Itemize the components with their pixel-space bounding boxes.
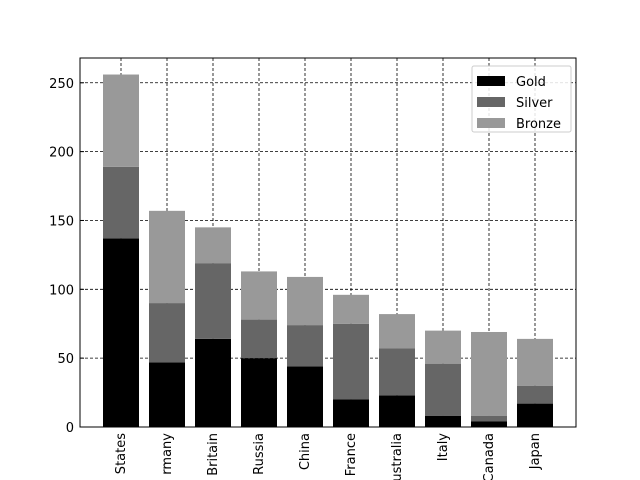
bars <box>103 74 553 427</box>
y-tick-label: 0 <box>66 421 74 436</box>
bar-bronze-8 <box>471 331 507 416</box>
x-tick-label: ustralia <box>390 433 405 480</box>
bar-bronze-7 <box>425 330 461 364</box>
y-tick-label: 200 <box>49 146 74 161</box>
bar-gold-0 <box>103 238 139 427</box>
bar-bronze-4 <box>287 276 323 326</box>
bar-silver-5 <box>333 323 369 400</box>
y-axis: 0 50 100 150 200 250 <box>49 77 84 436</box>
legend-swatch-gold <box>477 76 505 86</box>
legend-label-bronze: Bronze <box>516 117 561 132</box>
bar-silver-9 <box>517 385 553 404</box>
legend-swatch-silver <box>477 97 505 107</box>
x-tick-label: China <box>298 433 313 470</box>
bar-silver-2 <box>195 263 231 339</box>
bar-silver-4 <box>287 325 323 367</box>
bar-gold-2 <box>195 338 231 427</box>
x-tick-label: Russia <box>252 433 267 475</box>
x-axis: States rmany Britain Russia China France ustra… <box>114 423 543 480</box>
bar-gold-7 <box>425 415 461 427</box>
bar-gold-9 <box>517 403 553 427</box>
bar-gold-5 <box>333 399 369 427</box>
x-tick-label: States <box>114 433 129 474</box>
bar-gold-4 <box>287 366 323 427</box>
bar-silver-7 <box>425 363 461 416</box>
bar-bronze-1 <box>149 210 185 304</box>
legend: Gold Silver Bronze <box>471 65 572 133</box>
bar-bronze-9 <box>517 338 553 386</box>
bar-gold-1 <box>149 362 185 427</box>
y-tick-label: 100 <box>49 283 74 298</box>
x-tick-label: Britain <box>206 433 221 476</box>
x-tick-label: Canada <box>482 433 497 480</box>
bar-bronze-3 <box>241 271 277 320</box>
bar-gold-6 <box>379 395 415 427</box>
plot-frame <box>79 57 577 428</box>
y-tick-label: 150 <box>49 214 74 229</box>
legend-swatch-bronze <box>477 118 505 128</box>
y-tick-label: 250 <box>49 77 74 92</box>
bar-silver-6 <box>379 348 415 396</box>
x-tick-label: France <box>344 433 359 476</box>
bar-silver-8 <box>471 415 507 422</box>
bar-gold-3 <box>241 358 277 427</box>
bar-bronze-0 <box>103 74 139 167</box>
bar-bronze-6 <box>379 314 415 349</box>
bar-bronze-5 <box>333 294 369 324</box>
y-tick-label: 50 <box>57 352 74 367</box>
x-tick-label: rmany <box>160 433 175 475</box>
x-tick-label: Japan <box>528 433 543 470</box>
legend-label-silver: Silver <box>516 96 553 111</box>
bar-silver-3 <box>241 319 277 359</box>
legend-label-gold: Gold <box>516 75 546 90</box>
bar-bronze-2 <box>195 227 231 264</box>
bar-silver-0 <box>103 166 139 239</box>
bar-silver-1 <box>149 303 185 363</box>
x-tick-label: Italy <box>436 433 451 462</box>
